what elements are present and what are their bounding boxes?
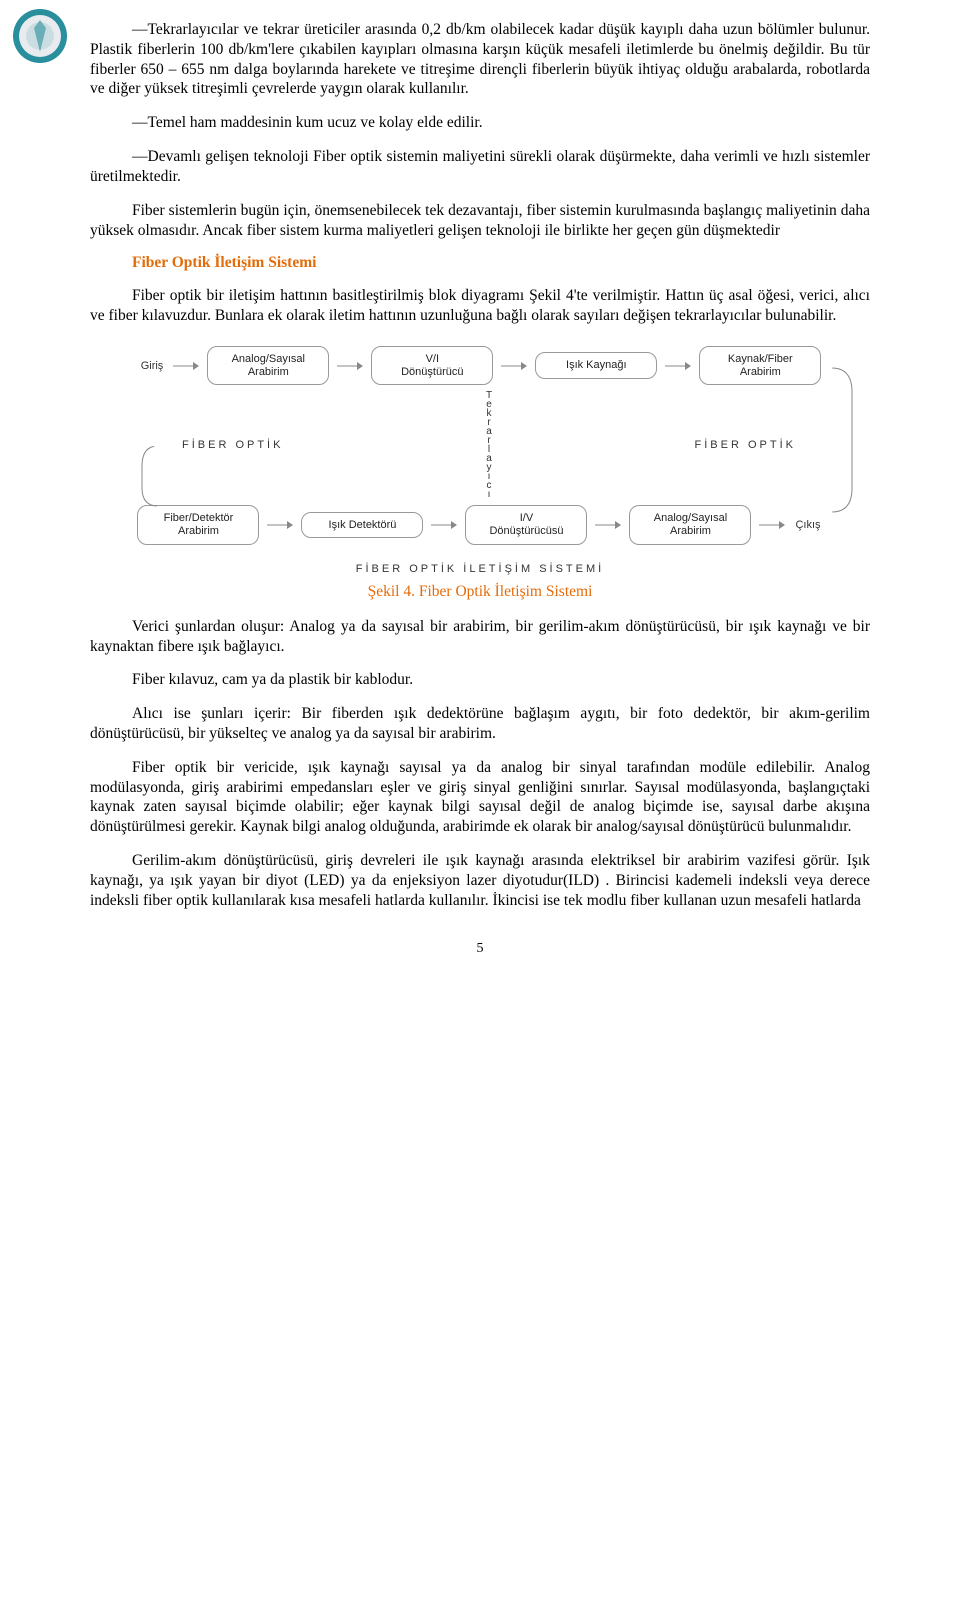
arrow-right-icon <box>595 519 621 531</box>
diagram-node: Işık Kaynağı <box>535 352 657 379</box>
diagram-node: V/I Dönüştürücü <box>371 346 493 385</box>
diagram-node: Analog/Sayısal Arabirim <box>629 505 751 544</box>
paragraph: Alıcı ise şunları içerir: Bir fiberden ı… <box>90 704 870 744</box>
repeater-vertical-label: Tekrarlayıcı <box>482 391 496 499</box>
fiber-label: FİBER OPTİK <box>695 439 796 451</box>
diagram-title: FİBER OPTİK İLETİŞİM SİSTEMİ <box>110 563 850 575</box>
arrow-right-icon <box>173 360 199 372</box>
section-heading: Fiber Optik İletişim Sistemi <box>132 254 870 272</box>
connector-right <box>832 362 856 518</box>
paragraph: Gerilim-akım dönüştürücüsü, giriş devrel… <box>90 851 870 910</box>
diagram-row-bottom: Fiber/Detektör Arabirim Işık Detektörü I… <box>110 499 850 550</box>
paragraph: —Tekrarlayıcılar ve tekrar üreticiler ar… <box>90 20 870 99</box>
arrow-right-icon <box>759 519 785 531</box>
diagram-node: Işık Detektörü <box>301 512 423 539</box>
figure-caption: Şekil 4. Fiber Optik İletişim Sistemi <box>90 583 870 601</box>
diagram-fiber-row: FİBER OPTİK Tekrarlayıcı FİBER OPTİK <box>110 391 850 499</box>
block-diagram: Giriş Analog/Sayısal Arabirim V/I Dönüşt… <box>110 340 850 575</box>
output-label: Çıkış <box>793 519 822 531</box>
diagram-node: Fiber/Detektör Arabirim <box>137 505 259 544</box>
diagram-row-top: Giriş Analog/Sayısal Arabirim V/I Dönüşt… <box>110 340 850 391</box>
paragraph: Fiber optik bir iletişim hattının basitl… <box>90 286 870 326</box>
diagram-node: Analog/Sayısal Arabirim <box>207 346 329 385</box>
paragraph: —Temel ham maddesinin kum ucuz ve kolay … <box>90 113 870 133</box>
paragraph: Fiber sistemlerin bugün için, önemsenebi… <box>90 201 870 241</box>
paragraph: —Devamlı gelişen teknoloji Fiber optik s… <box>90 147 870 187</box>
paragraph: Fiber kılavuz, cam ya da plastik bir kab… <box>90 670 870 690</box>
paragraph: Fiber optik bir vericide, ışık kaynağı s… <box>90 758 870 837</box>
input-label: Giriş <box>139 360 166 372</box>
page-number: 5 <box>90 941 870 957</box>
arrow-right-icon <box>267 519 293 531</box>
paragraph: Verici şunlardan oluşur: Analog ya da sa… <box>90 617 870 657</box>
fiber-label: FİBER OPTİK <box>182 439 283 451</box>
page: —Tekrarlayıcılar ve tekrar üreticiler ar… <box>0 0 960 997</box>
arrow-right-icon <box>501 360 527 372</box>
diagram-node: I/V Dönüştürücüsü <box>465 505 587 544</box>
arrow-right-icon <box>431 519 457 531</box>
diagram-node: Kaynak/Fiber Arabirim <box>699 346 821 385</box>
connector-left <box>140 446 160 508</box>
arrow-right-icon <box>337 360 363 372</box>
arrow-right-icon <box>665 360 691 372</box>
university-logo <box>12 8 68 64</box>
